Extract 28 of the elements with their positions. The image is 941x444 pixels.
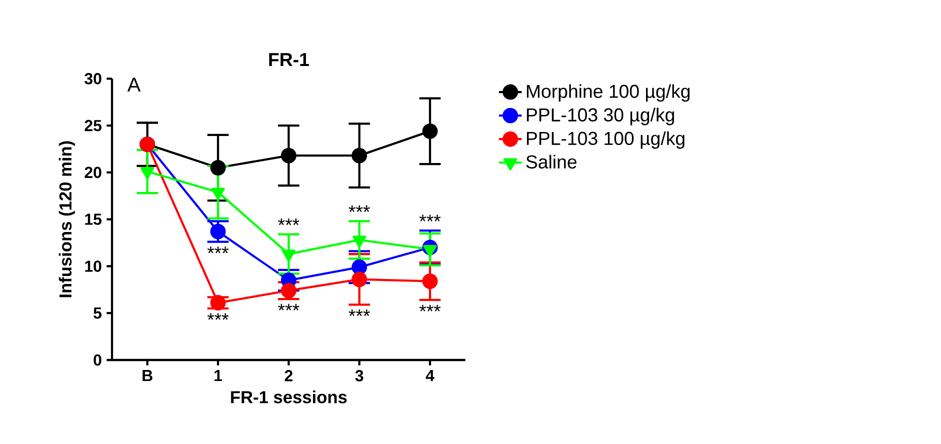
annotation: *** (419, 214, 441, 222)
x-tick-label: B (142, 370, 152, 382)
x-axis-title: FR-1 sessions (231, 390, 347, 404)
y-tick-label: 25 (84, 120, 102, 132)
annotation: A (127, 78, 141, 92)
y-axis-title: Infusions (120 min) (58, 141, 76, 298)
chart-title: FR-1 (269, 53, 309, 66)
x-tick-label: 1 (214, 370, 222, 382)
y-tick-label: 0 (94, 354, 102, 366)
x-tick-label: 4 (426, 370, 434, 382)
y-tick-label: 30 (84, 73, 102, 84)
y-tick-label: 5 (94, 308, 102, 319)
annotation: *** (348, 205, 370, 212)
y-tick-label: 15 (85, 214, 102, 225)
annotation: *** (348, 310, 370, 316)
legend-label: PPL-103 100 µg/kg (526, 131, 684, 149)
annotation: *** (419, 304, 441, 312)
y-tick-label: 20 (84, 166, 102, 178)
annotation: *** (207, 246, 229, 254)
annotation: *** (207, 313, 229, 320)
legend-label: Saline (526, 154, 576, 169)
x-tick-label: 2 (284, 370, 292, 382)
annotation: *** (278, 218, 300, 226)
legend-label: Morphine 100 µg/kg (526, 84, 690, 102)
legend-label: PPL-103 30 µg/kg (526, 108, 674, 126)
y-tick-label: 10 (85, 260, 102, 272)
x-tick-label: 3 (355, 370, 364, 382)
annotation: *** (278, 304, 300, 310)
